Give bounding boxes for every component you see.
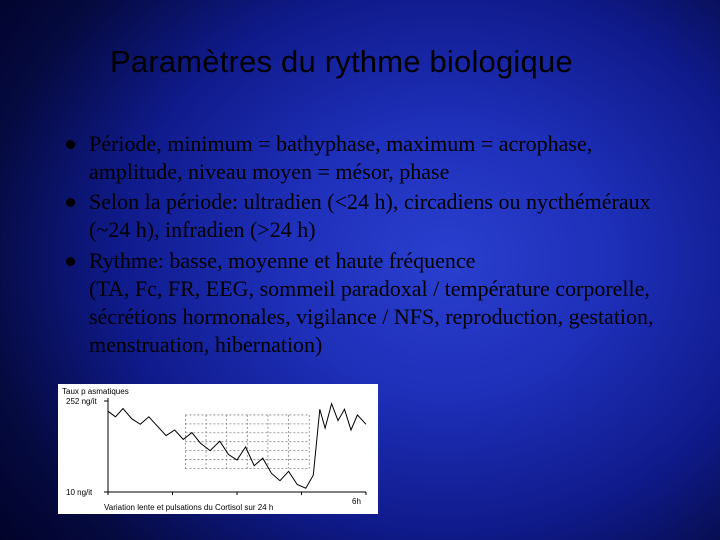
cortisol-chart: Taux p asmatiques252 ng/it 10 ng/it 6h Vari… [58,384,378,514]
list-item: Rythme: basse, moyenne et haute fréquenc… [66,247,686,360]
list-item: Période, minimum = bathyphase, maximum =… [66,130,686,186]
list-item: Selon la période: ultradien (<24 h), cir… [66,188,686,244]
svg-text:Taux p asmatiques: Taux p asmatiques [62,387,129,396]
bullet-text: Période, minimum = bathyphase, maximum =… [89,130,686,186]
svg-text:252 ng/it: 252 ng/it [66,397,97,406]
bullet-text: Rythme: basse, moyenne et haute fréquenc… [89,247,686,360]
bullet-text: Selon la période: ultradien (<24 h), cir… [89,188,686,244]
svg-text:Variation lente et pulsations: Variation lente et pulsations du Cortiso… [104,503,273,512]
svg-text:10 ng/it: 10 ng/it [66,488,93,497]
svg-text:6h: 6h [352,497,361,506]
bullet-icon [66,198,75,207]
chart-svg: Taux p asmatiques252 ng/it 10 ng/it 6h Vari… [58,384,378,514]
bullet-icon [66,140,75,149]
slide-title: Paramètres du rythme biologique [110,44,573,80]
bullet-list: Période, minimum = bathyphase, maximum =… [66,130,686,361]
bullet-icon [66,257,75,266]
slide: Paramètres du rythme biologique Période,… [0,0,720,540]
